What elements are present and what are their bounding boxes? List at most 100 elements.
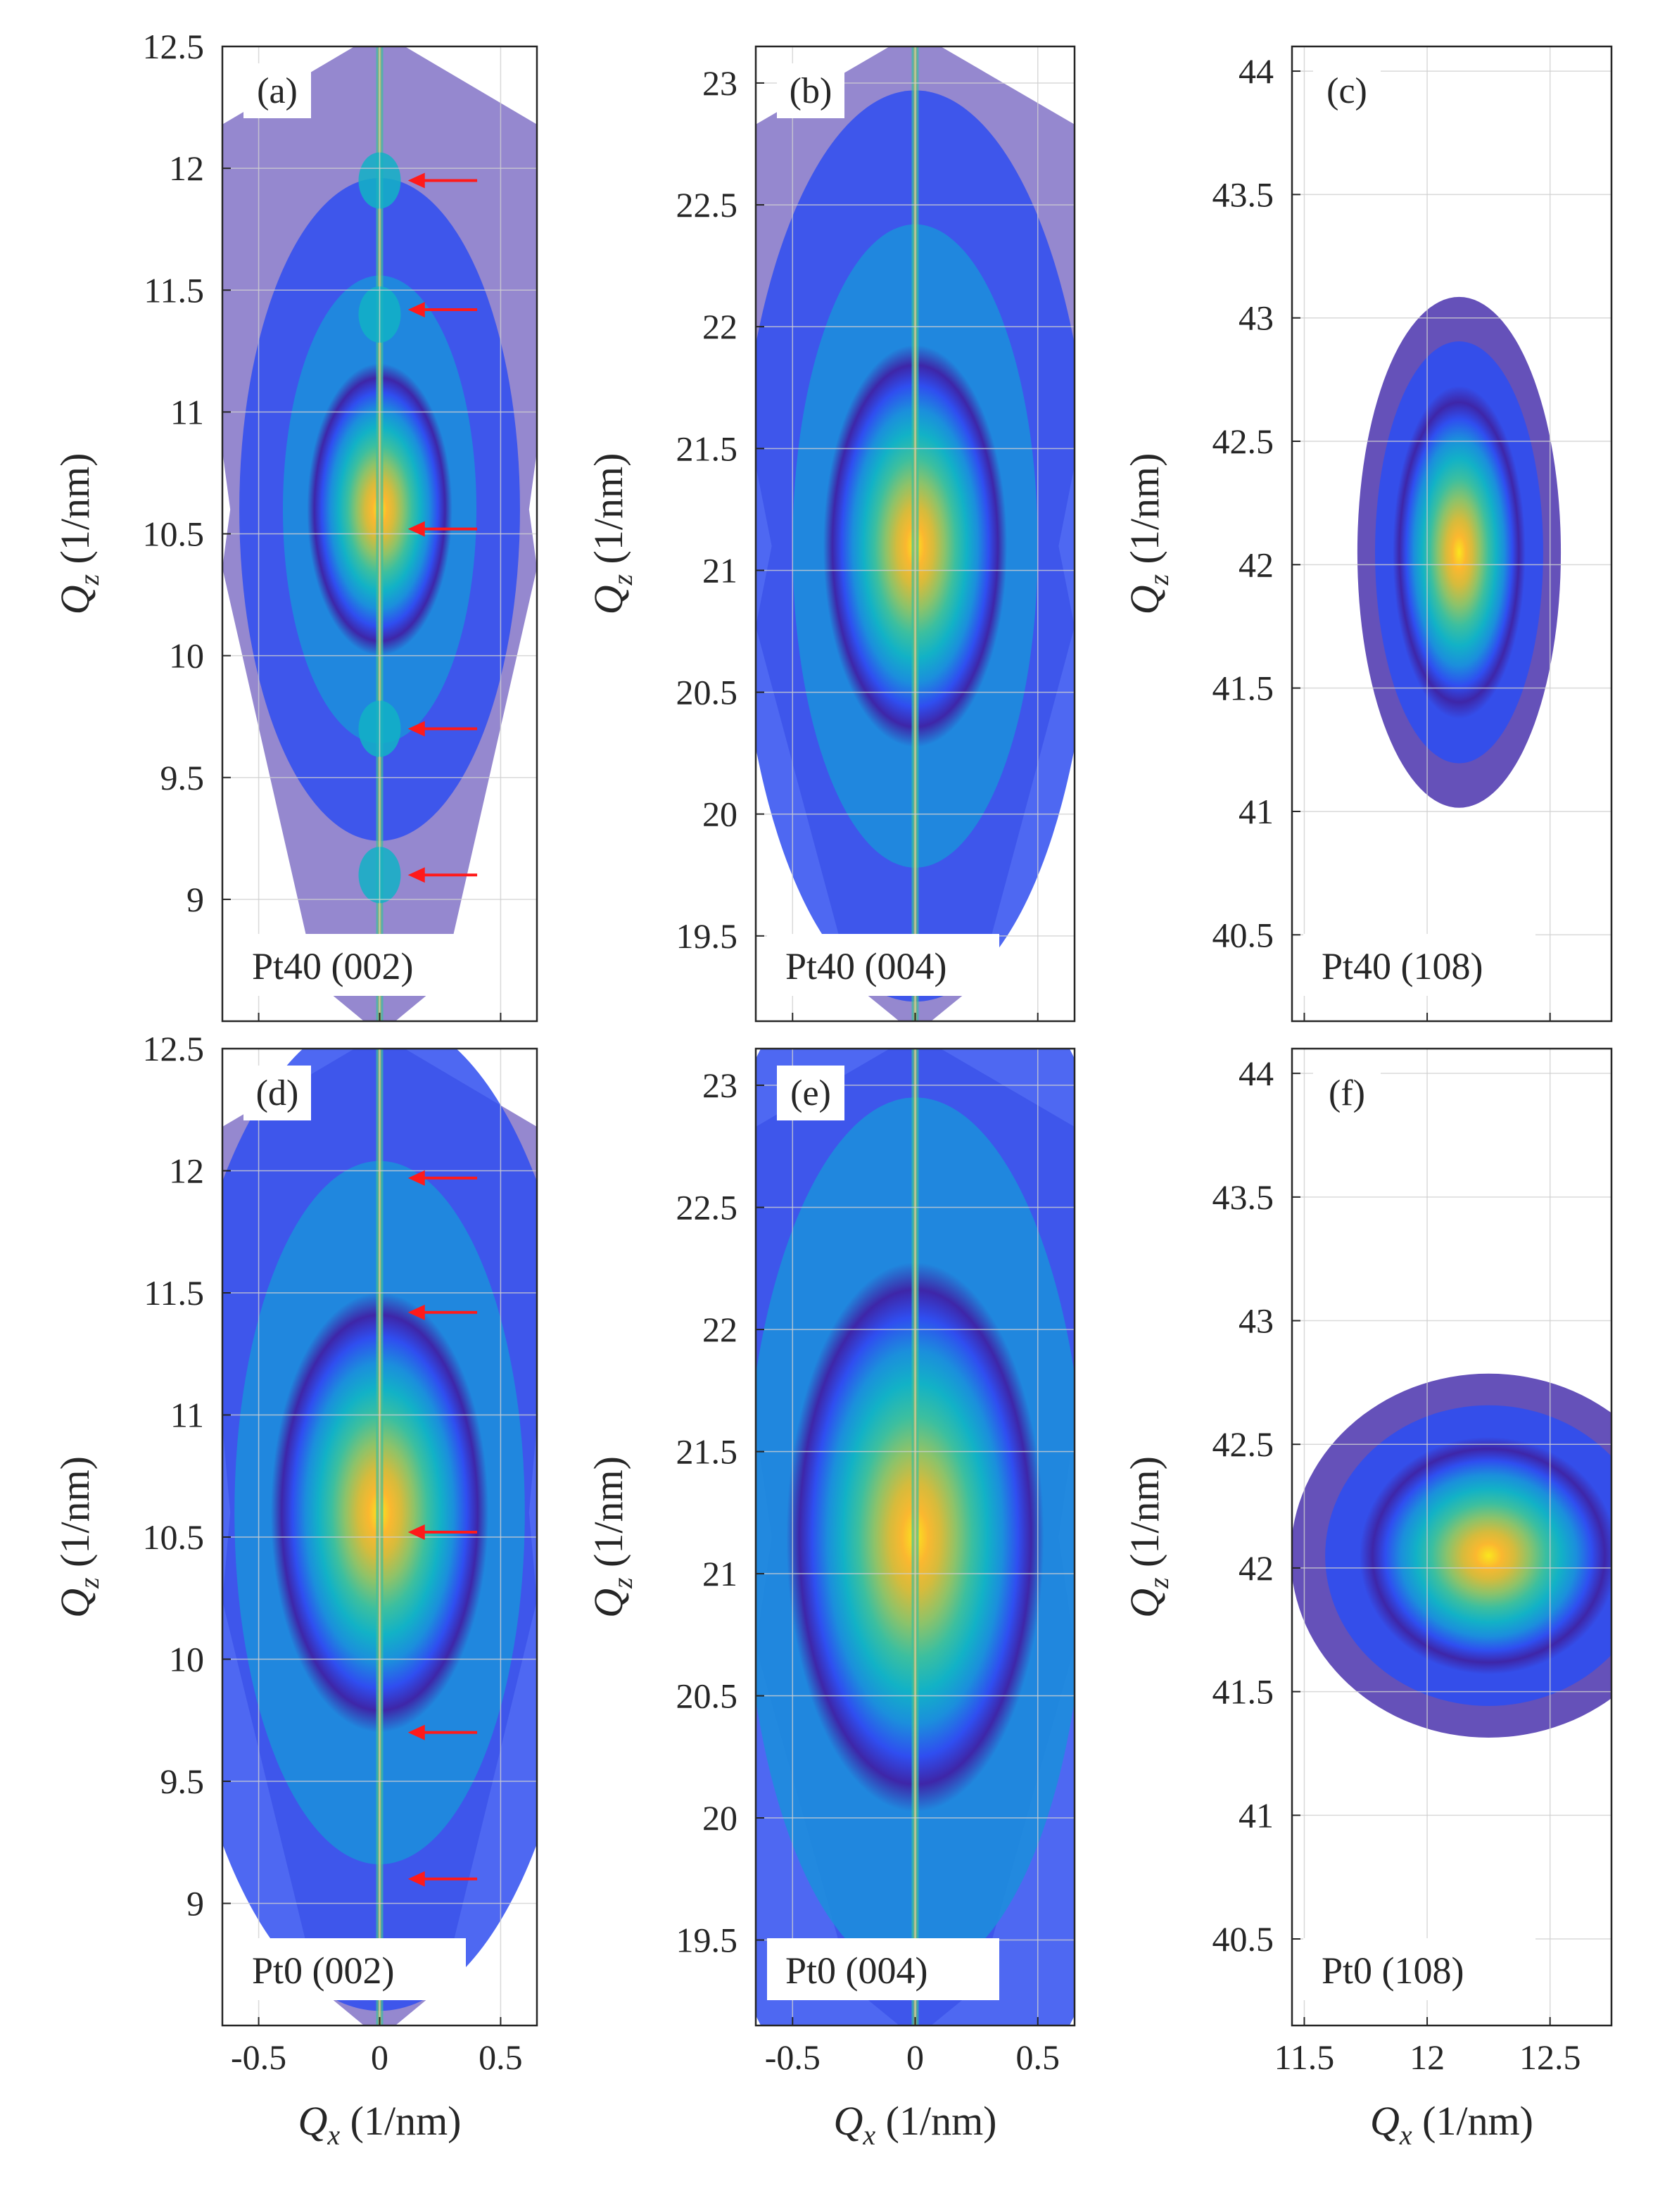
- ytick-label-d-2: 10: [169, 1640, 204, 1679]
- axes-box-c: [1291, 45, 1613, 1023]
- ytick-label-f-3: 42: [1239, 1548, 1274, 1588]
- ytick-label-e-3: 21: [702, 1554, 737, 1593]
- arrow-a-2: [407, 521, 478, 537]
- ytick-label-c-7: 44: [1239, 51, 1274, 91]
- svg-text:(b): (b): [790, 71, 832, 111]
- ytick-label-e-2: 20.5: [676, 1676, 738, 1716]
- svg-text:Pt0 (004): Pt0 (004): [785, 1949, 928, 1992]
- ytick-label-e-5: 22: [702, 1310, 737, 1349]
- panel-a: 9 9.5 10 10.5 11 11.5 12 12.5 (a) Pt40 (002) Qz (1…: [52, 27, 538, 1023]
- panel-c: 40.5 41 41.5 42 42.5 43 43.5 44 (c) Pt40 (108) Qz …: [1122, 45, 1613, 1023]
- ytick-label-f-4: 42.5: [1212, 1424, 1274, 1464]
- ytick-label-e-0: 19.5: [676, 1921, 738, 1960]
- bragg-peak-f: [1360, 1436, 1611, 1674]
- panel-b: 19.5 20 20.5 21 21.5 22 22.5 23 (b) Pt40 (004) Qz …: [585, 45, 1076, 1023]
- panel-label-b: (b): [777, 63, 844, 118]
- xtick-label-d-2: 0.5: [479, 2037, 523, 2077]
- ytick-label-b-2: 20.5: [676, 673, 738, 712]
- xtick-label-e-1: 0: [906, 2037, 924, 2077]
- ytick-label-a-2: 10: [169, 636, 204, 676]
- arrow-d-1: [407, 1724, 478, 1740]
- ylabel-c: Qz (1/nm): [1122, 453, 1174, 615]
- ytick-label-b-5: 22: [702, 307, 737, 346]
- svg-text:Pt40 (004): Pt40 (004): [785, 945, 947, 987]
- panel-f: 40.5 41 41.5 42 42.5 43 43.5 44 11.5 12 12.5 (f) Pt0…: [1122, 1047, 1613, 2151]
- ytick-label-e-4: 21.5: [676, 1432, 738, 1472]
- sample-label-c: Pt40 (108): [1303, 934, 1535, 996]
- ytick-label-f-1: 41: [1239, 1795, 1274, 1835]
- ylabel-b: Qz (1/nm): [585, 453, 638, 615]
- ytick-label-d-4: 11: [170, 1396, 204, 1435]
- arrow-a-4: [407, 172, 478, 189]
- ytick-label-b-4: 21.5: [676, 429, 738, 468]
- grid-c: [1292, 46, 1611, 1021]
- axes-box-f: [1291, 1047, 1613, 2027]
- panels: 9 9.5 10 10.5 11 11.5 12 12.5 (a) Pt40 (002) Qz (1…: [52, 27, 1613, 2151]
- ytick-label-b-7: 23: [702, 63, 737, 103]
- ylabel-a: Qz (1/nm): [52, 453, 105, 615]
- ytick-label-d-5: 11.5: [144, 1273, 204, 1313]
- panel-label-f: (f): [1313, 1066, 1381, 1120]
- heatmap-c: [1357, 296, 1562, 808]
- xtick-label-e-0: -0.5: [765, 2037, 821, 2077]
- svg-text:(a): (a): [257, 71, 298, 111]
- heatmap-f: [1292, 1373, 1611, 1738]
- svg-text:(c): (c): [1326, 71, 1367, 111]
- panel-label-e: (e): [777, 1066, 844, 1120]
- ytick-label-f-2: 41.5: [1212, 1672, 1274, 1712]
- bragg-peak-c: [1393, 386, 1526, 719]
- ytick-label-c-6: 43.5: [1212, 175, 1274, 214]
- ytick-label-a-6: 12: [169, 148, 204, 188]
- xtick-label-f-1: 12: [1410, 2037, 1445, 2077]
- sample-label-d: Pt0 (002): [234, 1938, 466, 2000]
- svg-text:(d): (d): [256, 1073, 299, 1113]
- xtick-label-e-2: 0.5: [1015, 2037, 1060, 2077]
- ytick-label-d-3: 10.5: [143, 1517, 205, 1557]
- ytick-label-a-5: 11.5: [144, 270, 204, 310]
- svg-text:(e): (e): [790, 1073, 831, 1113]
- ytick-label-f-6: 43.5: [1212, 1177, 1274, 1217]
- ytick-label-d-6: 12: [169, 1151, 204, 1191]
- xtick-label-f-2: 12.5: [1519, 2037, 1581, 2077]
- ytick-label-f-5: 43: [1239, 1301, 1274, 1341]
- svg-text:Pt40 (108): Pt40 (108): [1322, 945, 1483, 987]
- ylabel-f: Qz (1/nm): [1122, 1456, 1174, 1618]
- svg-text:(f): (f): [1329, 1073, 1365, 1113]
- ytick-label-a-3: 10.5: [143, 514, 205, 554]
- ytick-label-e-7: 23: [702, 1066, 737, 1105]
- arrow-d-2: [407, 1524, 478, 1541]
- svg-text:Pt0 (108): Pt0 (108): [1322, 1949, 1464, 1992]
- ytick-label-e-1: 20: [702, 1798, 737, 1838]
- panel-d: 9 9.5 10 10.5 11 11.5 12 12.5 -0.5 0 0.5 (d) Pt0 (00…: [52, 1029, 538, 2151]
- xtick-label-d-1: 0: [371, 2037, 388, 2077]
- arrow-a-3: [407, 301, 478, 317]
- ytick-label-f-0: 40.5: [1212, 1919, 1274, 1959]
- ytick-label-b-1: 20: [702, 795, 737, 834]
- ytick-label-e-6: 22.5: [676, 1188, 738, 1227]
- ytick-label-c-5: 43: [1239, 298, 1274, 338]
- arrow-d-0: [407, 1871, 478, 1887]
- panel-e: 19.5 20 20.5 21 21.5 22 22.5 23 -0.5 0 0.5 (e) Pt0 (…: [585, 1047, 1076, 2151]
- ylabel-d: Qz (1/nm): [52, 1456, 105, 1618]
- xlabel-d: Qx (1/nm): [298, 2098, 461, 2151]
- ytick-label-b-6: 22.5: [676, 185, 738, 225]
- arrow-d-3: [407, 1304, 478, 1320]
- xtick-label-d-0: -0.5: [231, 2037, 286, 2077]
- arrow-a-1: [407, 721, 478, 737]
- panel-label-a: (a): [243, 63, 311, 118]
- ytick-label-f-7: 44: [1239, 1054, 1274, 1093]
- xlabel-f: Qx (1/nm): [1370, 2098, 1533, 2151]
- ylabel-e: Qz (1/nm): [585, 1456, 638, 1618]
- grid-f: [1292, 1049, 1611, 2025]
- svg-text:Pt40 (002): Pt40 (002): [252, 945, 414, 987]
- ytick-label-c-0: 40.5: [1212, 915, 1274, 954]
- arrow-d-4: [407, 1170, 478, 1186]
- arrow-a-0: [407, 867, 478, 883]
- ytick-label-d-0: 9: [186, 1884, 204, 1923]
- ytick-label-c-3: 42: [1239, 545, 1274, 584]
- ytick-label-a-7: 12.5: [143, 27, 205, 66]
- sample-label-e: Pt0 (004): [767, 1938, 999, 2000]
- panel-label-d: (d): [243, 1066, 311, 1120]
- ytick-label-a-4: 11: [170, 392, 204, 431]
